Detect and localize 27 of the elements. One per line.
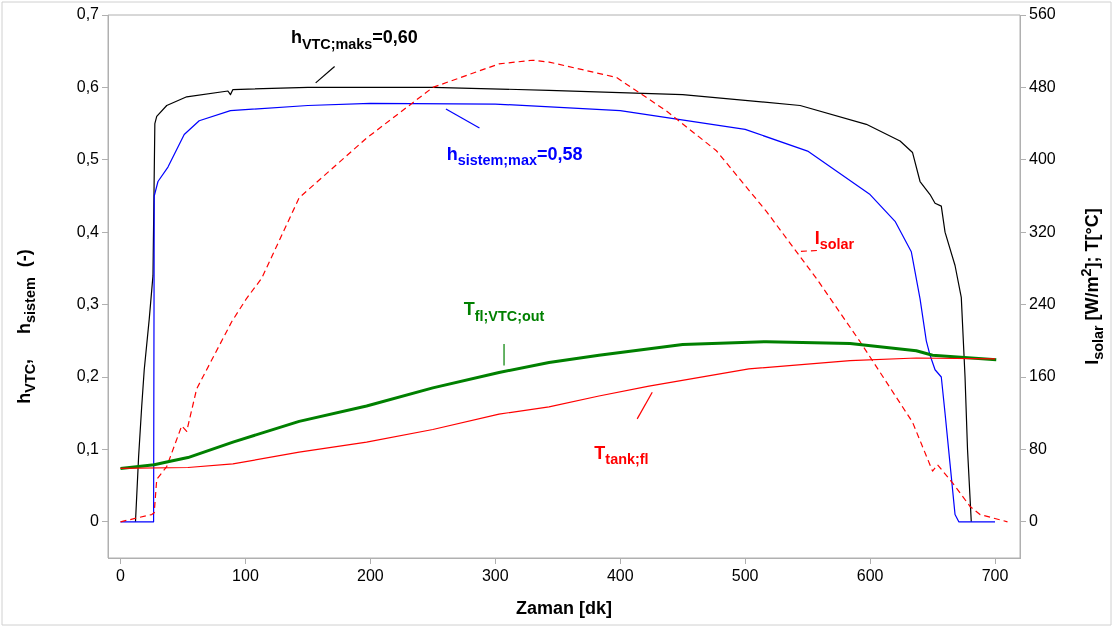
- y-tick-label: 0: [90, 512, 100, 530]
- y2-tick-label: 480: [1029, 77, 1056, 95]
- y-tick-label: 0,3: [76, 295, 100, 313]
- y-tick-label: 0,5: [76, 150, 100, 168]
- y-tick-label: 0,7: [76, 5, 100, 23]
- x-tick-label: 300: [481, 567, 509, 585]
- y2-tick-label: 560: [1029, 5, 1056, 23]
- x-tick-label: 400: [606, 567, 634, 585]
- y2-tick-label: 320: [1029, 222, 1056, 240]
- y2-axis-title: Isolar [W/m2]; T[°C]: [1077, 208, 1107, 365]
- y-tick-label: 0,1: [76, 439, 100, 457]
- y-tick-label: 0,4: [76, 222, 100, 240]
- y-tick-label: 0,2: [76, 367, 100, 385]
- x-tick-label: 600: [856, 567, 884, 585]
- y2-tick-label: 240: [1029, 295, 1056, 313]
- y2-tick-label: 0: [1029, 512, 1038, 530]
- x-axis-title: Zaman [dk]: [515, 598, 613, 618]
- x-tick-label: 200: [357, 567, 384, 585]
- y2-tick-label: 80: [1029, 439, 1047, 457]
- x-tick-label: 700: [981, 567, 1009, 585]
- y-axis-title: hVTC, hsistem (-): [14, 249, 39, 404]
- y2-tick-label: 160: [1029, 367, 1056, 385]
- y2-tick-label: 400: [1029, 150, 1056, 168]
- x-tick-label: 100: [232, 567, 259, 585]
- x-tick-label: 500: [731, 567, 759, 585]
- x-tick-label: 0: [116, 567, 126, 585]
- y-tick-label: 0,6: [76, 77, 100, 95]
